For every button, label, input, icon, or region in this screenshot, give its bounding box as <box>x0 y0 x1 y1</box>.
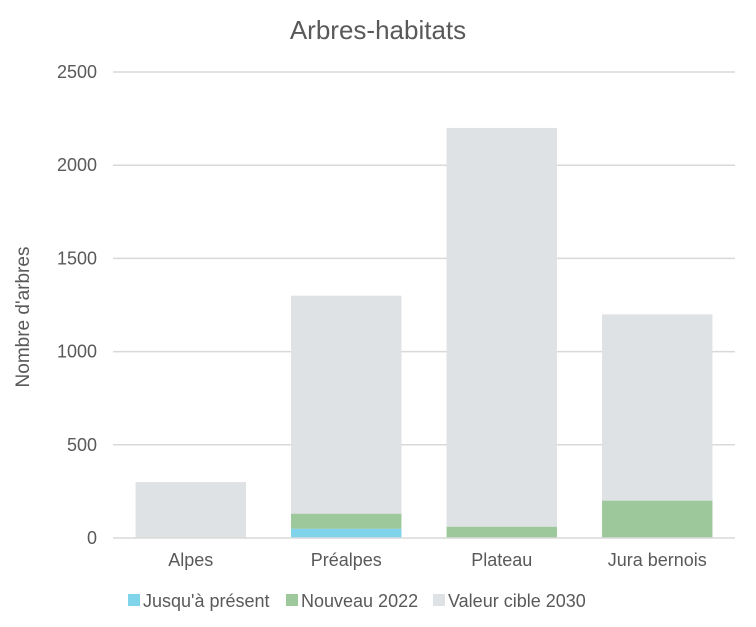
x-tick-label: Jura bernois <box>608 550 707 570</box>
legend-label: Nouveau 2022 <box>301 591 418 611</box>
bar-segment-jusqua-present <box>291 528 402 538</box>
x-tick-label: Plateau <box>471 550 532 570</box>
legend: Jusqu'à présent Nouveau 2022 Valeur cible … <box>128 591 586 611</box>
legend-swatch <box>433 594 445 606</box>
bar-target-2030 <box>446 127 557 539</box>
bars <box>135 127 713 539</box>
bar-target-2030 <box>291 295 402 538</box>
y-tick-label: 2500 <box>57 62 97 82</box>
x-tick-labels: Alpes Préalpes Plateau Jura bernois <box>168 550 707 570</box>
legend-swatch <box>128 594 140 606</box>
bar-segment-nouveau-2022 <box>291 513 402 529</box>
y-axis-label: Nombre d'arbres <box>13 247 34 388</box>
y-tick-label: 1500 <box>57 248 97 268</box>
y-tick-label: 2000 <box>57 155 97 175</box>
bar-segment-nouveau-2022 <box>602 500 713 538</box>
x-tick-label: Alpes <box>168 550 213 570</box>
bar-segment-nouveau-2022 <box>446 526 557 538</box>
y-tick-label: 1000 <box>57 342 97 362</box>
legend-swatch <box>286 594 298 606</box>
y-tick-label: 0 <box>87 528 97 548</box>
legend-label: Valeur cible 2030 <box>448 591 586 611</box>
y-tick-labels: 0 500 1000 1500 2000 2500 <box>57 62 97 548</box>
legend-label: Jusqu'à présent <box>143 591 270 611</box>
y-tick-label: 500 <box>67 435 97 455</box>
bar-target-2030 <box>135 482 246 538</box>
x-tick-label: Préalpes <box>311 550 382 570</box>
chart-title: Arbres-habitats <box>290 15 466 45</box>
